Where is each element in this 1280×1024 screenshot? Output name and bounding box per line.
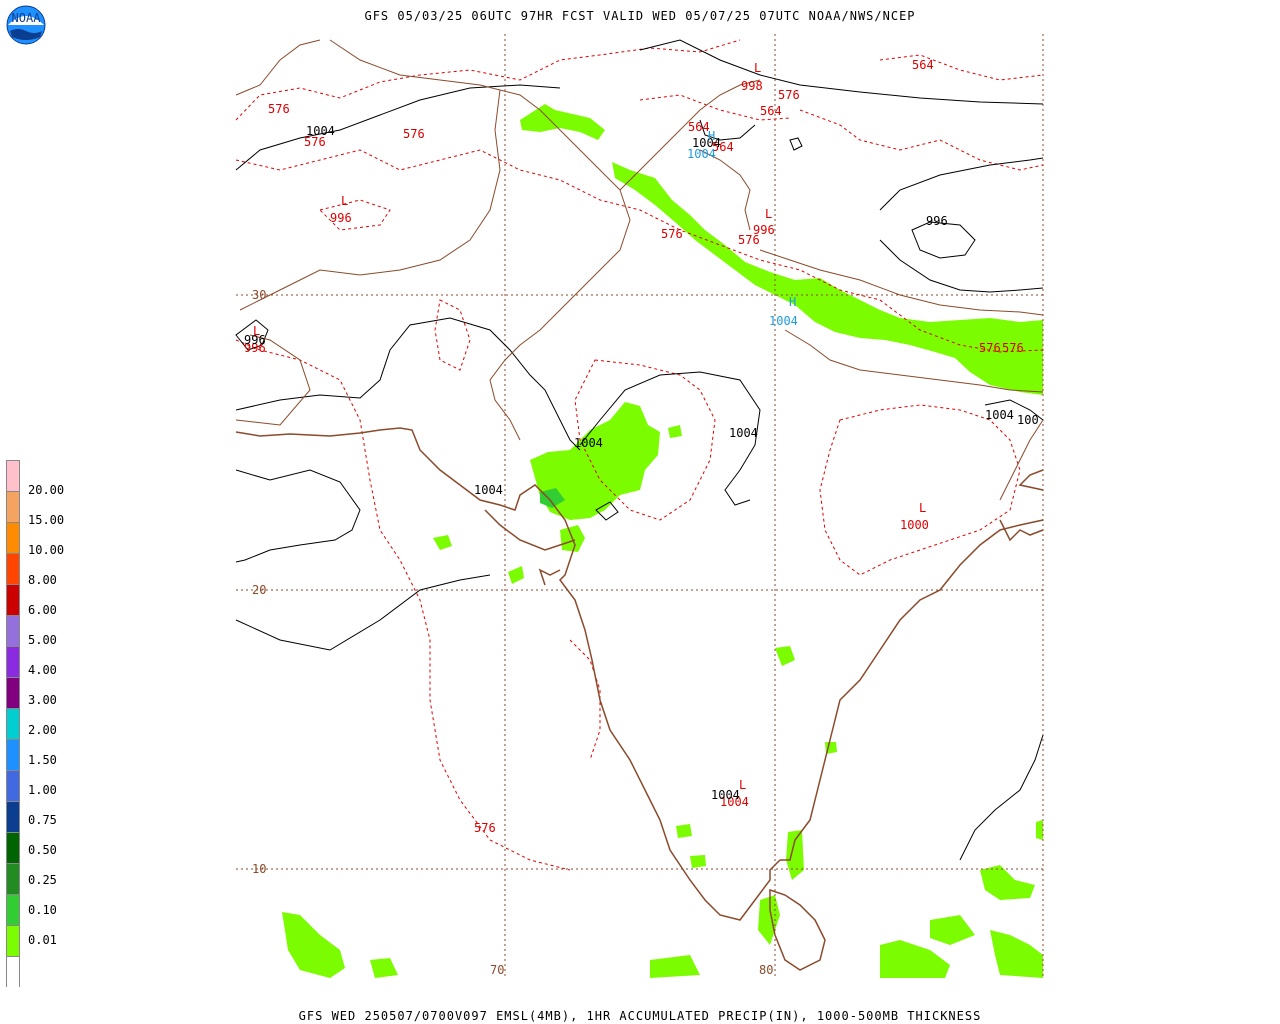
pressure-label: 100: [1017, 413, 1039, 427]
thickness-label: 564: [760, 104, 782, 118]
legend-swatch: [6, 925, 20, 956]
map-title: GFS 05/03/25 06UTC 97HR FCST VALID WED 0…: [364, 9, 916, 23]
legend-swatch: [6, 646, 20, 677]
thickness-label: 576: [1002, 341, 1024, 355]
legend-swatch: [6, 460, 20, 491]
legend-swatch: [6, 708, 20, 739]
legend-swatch: [6, 522, 20, 553]
high-center-markers: HH: [708, 129, 796, 309]
thickness-label: 576: [474, 821, 496, 835]
pressure-label: 1004: [711, 788, 740, 802]
legend-swatch: [6, 894, 20, 925]
pressure-label: 1004: [692, 136, 721, 150]
high-marker: H: [789, 295, 796, 309]
legend-label: 1.00: [28, 783, 57, 797]
legend-swatch: [6, 615, 20, 646]
thickness-label: 576: [738, 233, 760, 247]
lon-label-70: 70: [490, 963, 504, 977]
pressure-label: 996: [244, 333, 266, 347]
legend-label: 2.00: [28, 723, 57, 737]
high-pressure-value: 1004: [687, 147, 716, 161]
thickness-label: 996: [244, 341, 266, 355]
legend-label: 6.00: [28, 603, 57, 617]
coastlines-borders: [235, 427, 1044, 971]
pressure-label: 1004: [306, 124, 335, 138]
lon-label-80: 80: [759, 963, 773, 977]
legend-swatch: [6, 491, 20, 522]
legend-label: 0.10: [28, 903, 57, 917]
pressure-label: 1004: [729, 426, 758, 440]
lat-label-10: 10: [252, 862, 266, 876]
thickness-label: 1004: [720, 795, 749, 809]
isobars: [235, 39, 1044, 861]
map-footer: GFS WED 250507/0700V097 EMSL(4MB), 1HR A…: [298, 1009, 982, 1023]
legend-label: 1.50: [28, 753, 57, 767]
low-center-markers: L L L L L L: [253, 61, 926, 792]
low-marker: L: [253, 324, 260, 338]
borders-thin: [235, 39, 1044, 501]
legend-label: 0.25: [28, 873, 57, 887]
precip-legend: 20.00 15.00 10.00 8.00 6.00 5.00 4.00 3.00 2.00 1…: [6, 460, 64, 987]
thickness-label: 576: [304, 135, 326, 149]
legend-label: 8.00: [28, 573, 57, 587]
legend-label: 10.00: [28, 543, 65, 557]
pressure-label: 996: [926, 214, 948, 228]
pressure-label: 1004: [985, 408, 1014, 422]
thickness-label: 564: [688, 120, 710, 134]
legend-label: 0.50: [28, 843, 57, 857]
thickness-label: 996: [753, 223, 775, 237]
thickness-label: 998: [741, 79, 763, 93]
thickness-label: 576: [403, 127, 425, 141]
legend-label: 4.00: [28, 663, 57, 677]
high-marker: H: [708, 129, 715, 143]
noaa-logo-text: NOAA: [12, 11, 42, 25]
legend-label: 5.00: [28, 633, 57, 647]
pressure-label: 1004: [474, 483, 503, 497]
legend-swatch: [6, 677, 20, 708]
legend-swatch: [6, 584, 20, 615]
noaa-logo: NOAA: [6, 5, 46, 45]
low-marker: L: [754, 61, 761, 75]
thickness-label: 576: [661, 227, 683, 241]
legend-label: 15.00: [28, 513, 65, 527]
lat-label-30: 30: [252, 288, 266, 302]
legend-label: 3.00: [28, 693, 57, 707]
precip-areas: [282, 104, 1043, 978]
grid-labels: 30 20 10 70 80: [252, 288, 773, 977]
legend-swatch: [6, 801, 20, 832]
thickness-label: 576: [979, 341, 1001, 355]
thickness-label: 576: [268, 102, 290, 116]
low-marker: L: [765, 207, 772, 221]
high-pressure-labels: 1004 1004: [687, 147, 798, 328]
legend-label: 20.00: [28, 483, 65, 497]
thickness-label: 996: [330, 211, 352, 225]
legend-swatch: [6, 863, 20, 894]
legend-swatch: [6, 956, 20, 987]
low-marker: L: [341, 194, 348, 208]
thickness-label: 576: [778, 88, 800, 102]
legend-swatch: [6, 553, 20, 584]
legend-label: 0.75: [28, 813, 57, 827]
thickness-label: 564: [712, 140, 734, 154]
lat-label-20: 20: [252, 583, 266, 597]
low-marker: L: [919, 501, 926, 515]
low-marker: L: [739, 778, 746, 792]
thickness-label: 564: [912, 58, 934, 72]
legend-label: 0.01: [28, 933, 57, 947]
legend-swatch: [6, 770, 20, 801]
thickness-label: 1000: [900, 518, 929, 532]
pressure-label: 1004: [574, 436, 603, 450]
legend-swatch: [6, 832, 20, 863]
precip-darker: [540, 488, 565, 508]
legend-swatch: [6, 739, 20, 770]
high-pressure-value: 1004: [769, 314, 798, 328]
thickness-contours: [235, 39, 1044, 871]
